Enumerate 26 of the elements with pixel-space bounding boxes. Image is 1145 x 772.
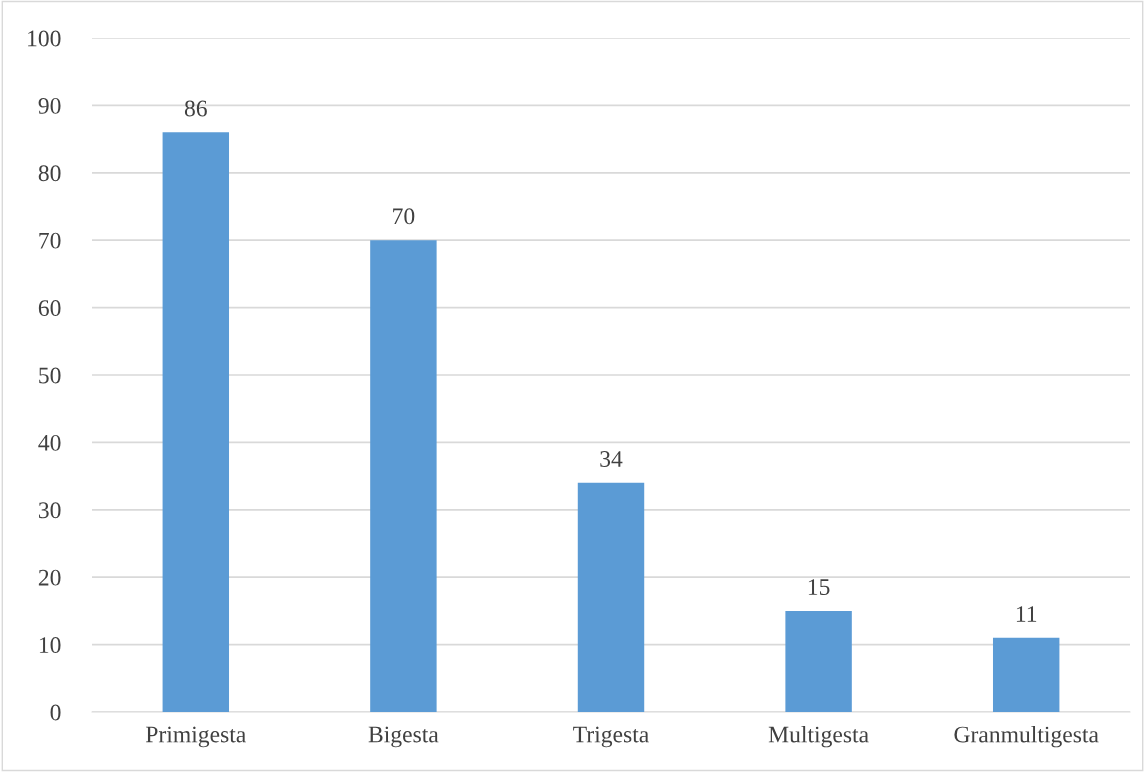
data-label: 34 [600, 451, 623, 467]
bar [992, 637, 1060, 712]
y-tick-label: 20 [38, 569, 61, 586]
y-tick-label: 80 [38, 165, 61, 182]
y-tick-label: 90 [38, 97, 61, 114]
bar [162, 132, 230, 712]
y-tick-label: 30 [38, 502, 61, 519]
x-tick-label: Granmultigesta [954, 725, 1099, 748]
data-label: 11 [1016, 606, 1037, 622]
x-tick-label: Primigesta [145, 726, 246, 748]
y-tick-label: 60 [38, 300, 61, 317]
bar [577, 482, 645, 712]
bar [785, 610, 852, 712]
y-tick-label: 70 [39, 232, 61, 249]
x-tick-label: Trigesta [573, 726, 649, 748]
y-tick-label: 40 [38, 434, 61, 451]
y-tick-label: 0 [50, 704, 61, 721]
data-label: 86 [184, 100, 207, 117]
y-tick-label: 100 [28, 30, 61, 47]
data-label: 70 [393, 208, 415, 225]
y-tick-label: 50 [39, 367, 61, 384]
x-tick-label: Bigesta [368, 726, 439, 748]
y-tick-label: 10 [39, 637, 61, 654]
bar [370, 240, 437, 712]
x-tick-label: Multigesta [768, 725, 869, 748]
data-label: 15 [808, 579, 830, 595]
